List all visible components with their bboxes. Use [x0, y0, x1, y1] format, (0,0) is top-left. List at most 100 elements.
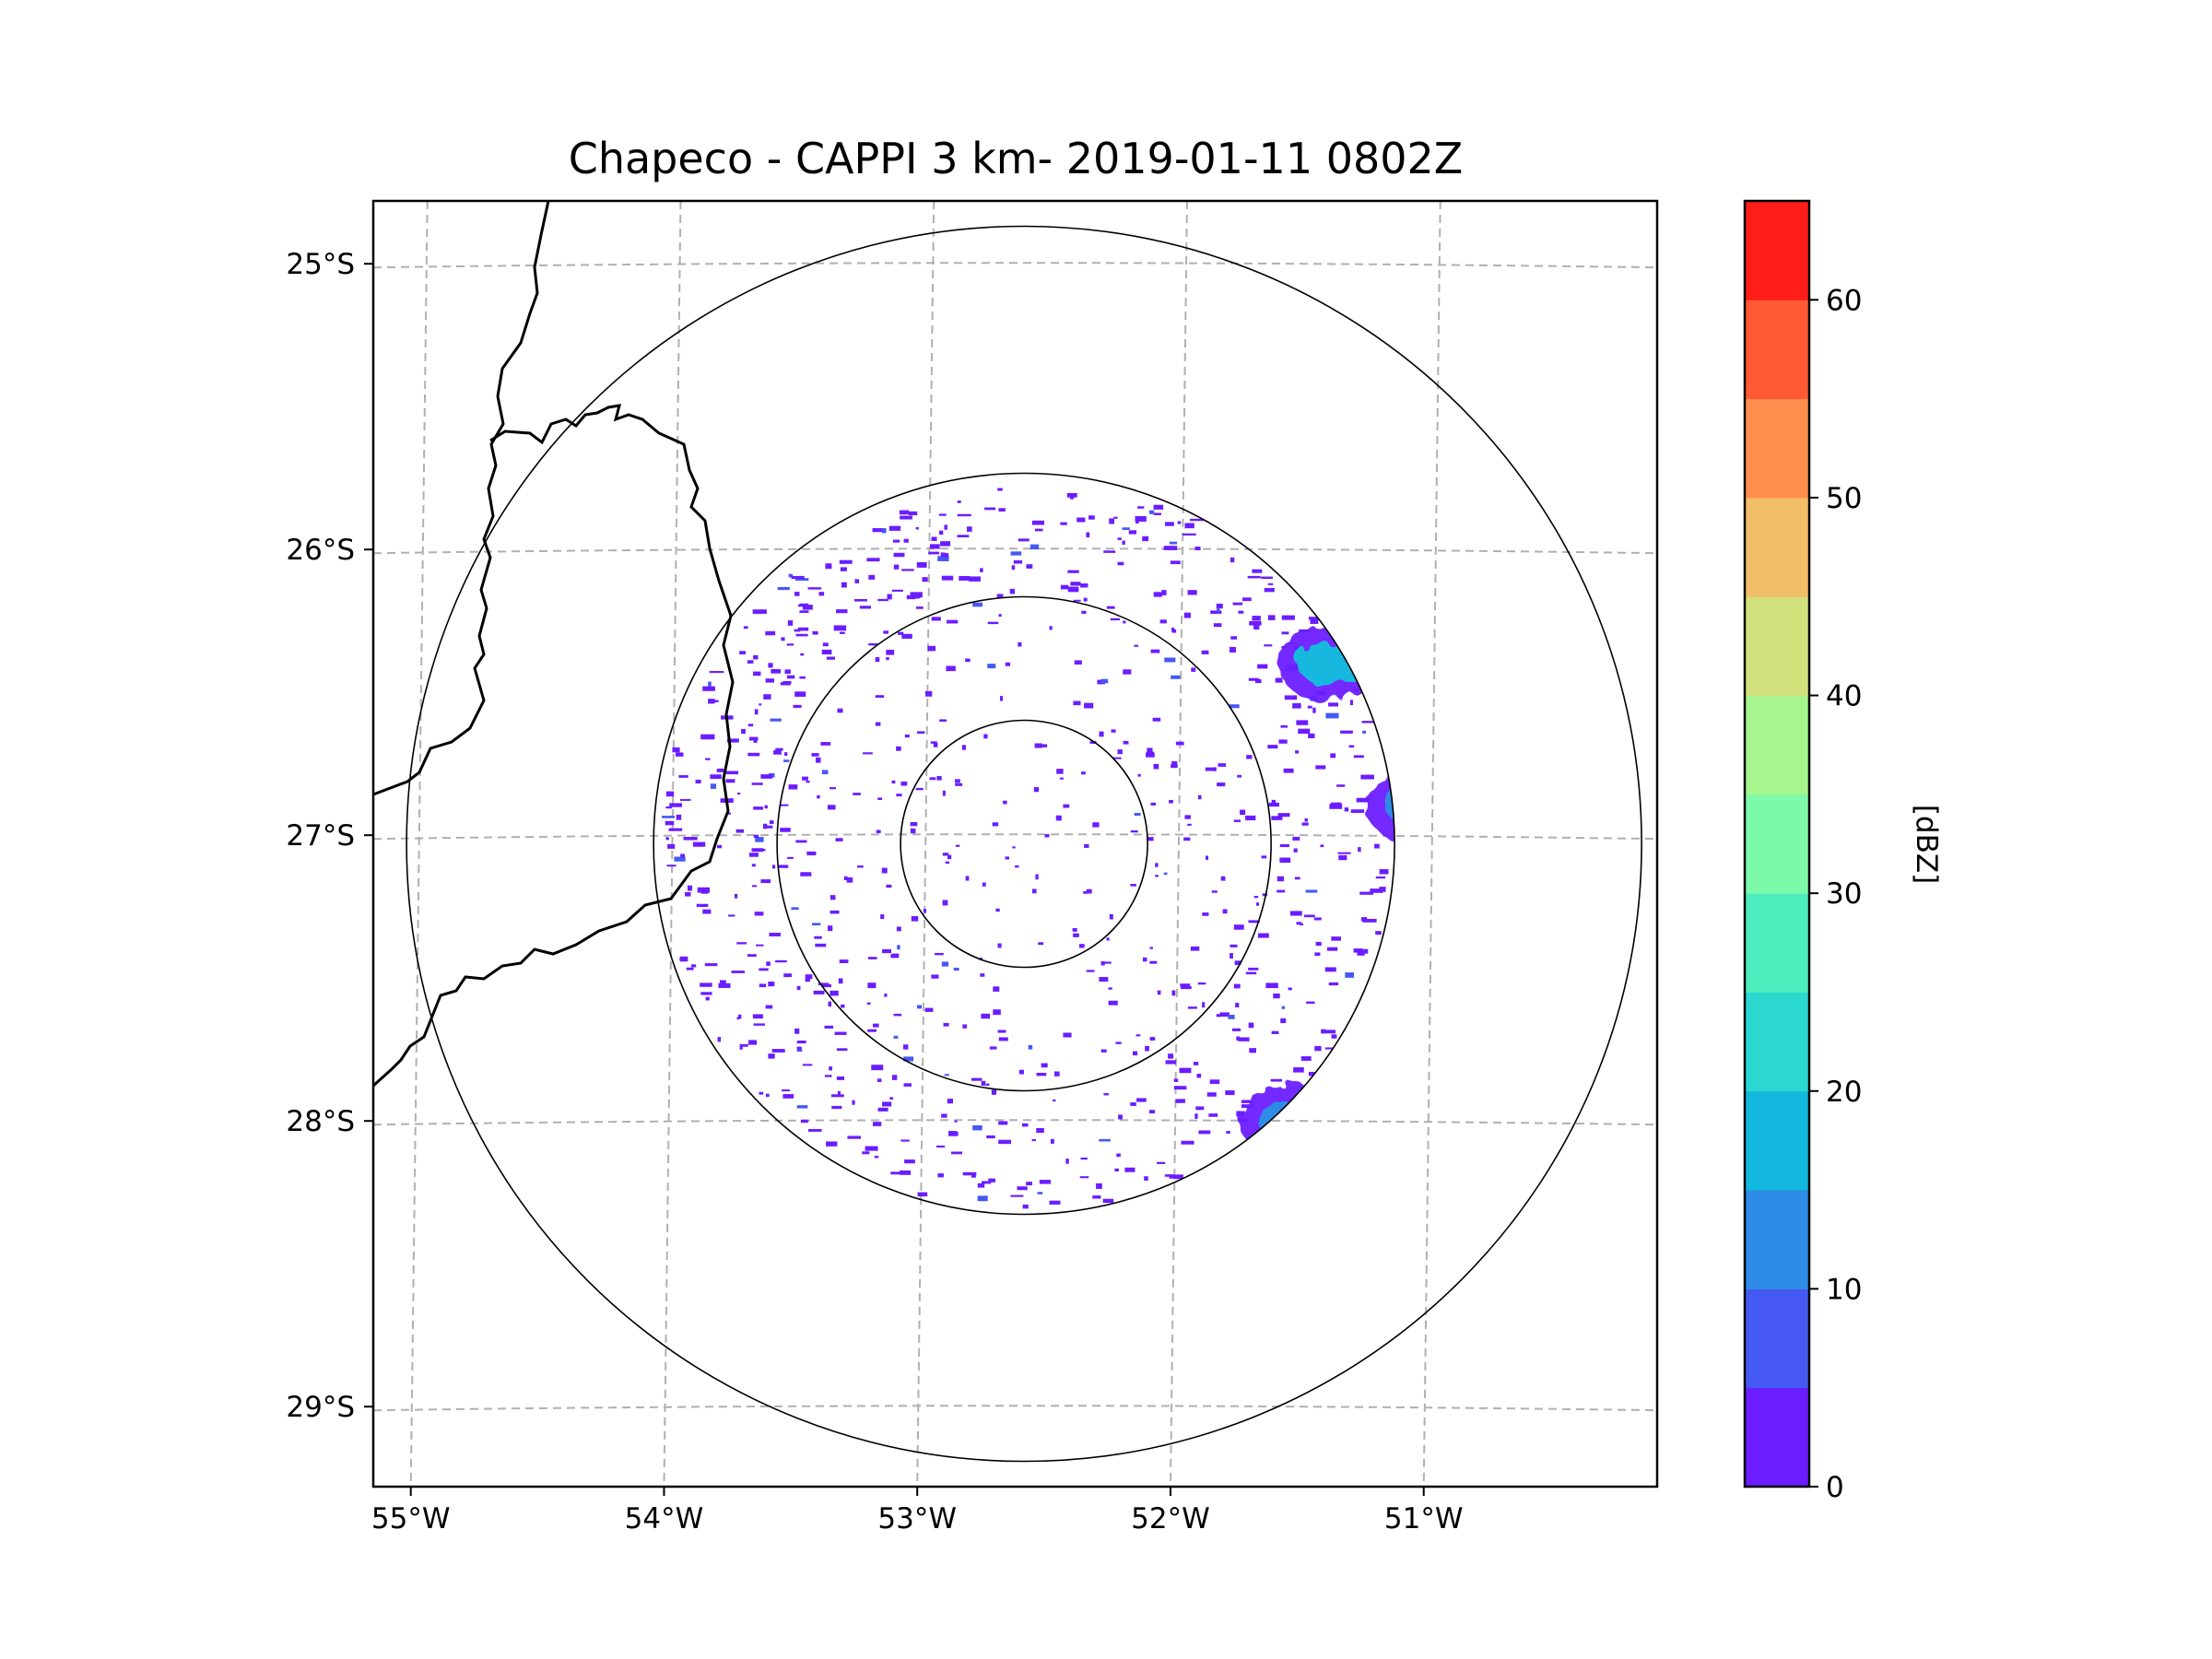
echo-speck: [1337, 852, 1351, 854]
echo-speck: [1110, 618, 1121, 621]
echo-speck: [764, 825, 773, 829]
echo-speck: [1315, 941, 1322, 947]
echo-speck: [700, 982, 712, 987]
echo-speck: [1026, 564, 1033, 569]
echo-speck: [782, 680, 792, 684]
echo-speck: [1088, 515, 1095, 520]
echo-speck: [1208, 1113, 1218, 1117]
echo-speck: [917, 1192, 928, 1197]
echo-speck: [824, 1075, 832, 1077]
echo-speck: [769, 933, 781, 936]
echo-speck: [1235, 1003, 1240, 1008]
parallel-line: [373, 833, 1657, 841]
echo-speck: [916, 561, 927, 568]
echo-speck: [753, 654, 759, 660]
echo-speck: [882, 1101, 892, 1107]
echo-speck: [1242, 597, 1252, 602]
echo-speck: [683, 836, 698, 841]
meridian-line: [1422, 201, 1441, 1487]
y-tick-label: 29°S: [286, 1391, 355, 1424]
echo-speck: [796, 1046, 802, 1052]
echo-speck: [868, 642, 878, 646]
echo-speck: [866, 558, 880, 562]
echo-speck: [1336, 784, 1346, 787]
echo-speck: [1117, 561, 1124, 566]
echo-speck: [795, 578, 809, 581]
echo-speck: [1198, 1130, 1211, 1135]
echo-speck: [755, 849, 766, 852]
echo-speck: [794, 629, 801, 632]
echo-speck: [766, 961, 771, 966]
echo-speck: [1099, 1138, 1111, 1142]
echo-speck: [788, 573, 794, 578]
echo-speck: [675, 752, 684, 757]
echo-speck: [1155, 875, 1159, 877]
echo-speck: [1132, 1051, 1138, 1056]
echo-speck: [794, 691, 806, 697]
echo-speck: [1289, 911, 1302, 916]
echo-speck: [944, 524, 947, 530]
echo-speck: [838, 978, 843, 984]
echo-speck: [936, 1145, 946, 1148]
echo-speck: [1103, 1093, 1109, 1096]
echo-speck: [1219, 1012, 1230, 1018]
echo-speck: [1375, 931, 1382, 935]
echo-speck: [771, 1049, 785, 1053]
echo-speck: [1308, 617, 1324, 620]
y-tick-label: 26°S: [286, 534, 355, 567]
echo-speck: [811, 923, 821, 926]
echo-speck: [992, 822, 999, 827]
echo-speck: [1031, 888, 1037, 894]
echo-speck: [1106, 606, 1115, 609]
echo-speck: [1171, 990, 1176, 996]
echo-speck: [697, 887, 711, 893]
colorbar-band: [1745, 893, 1809, 993]
echo-speck: [1331, 936, 1342, 941]
echo-speck: [1218, 763, 1227, 767]
echo-speck: [802, 605, 813, 610]
echo-speck: [936, 775, 942, 781]
echo-speck: [893, 1035, 899, 1039]
echo-speck: [916, 1005, 923, 1009]
echo-speck: [1169, 799, 1173, 804]
echo-speck: [1070, 582, 1081, 586]
echo-speck: [931, 617, 941, 621]
echo-speck: [1292, 702, 1301, 709]
echo-speck: [1300, 1056, 1312, 1061]
y-axis-ticks: 25°S 26°S 27°S 28°S 29°S: [286, 248, 373, 1424]
echo-speck: [900, 1170, 912, 1175]
echo-speck: [1157, 990, 1161, 995]
echo-speck: [1275, 677, 1283, 683]
echo-speck: [916, 606, 924, 609]
echo-speck: [765, 1093, 770, 1098]
echo-speck: [1059, 777, 1064, 780]
echo-speck: [747, 1040, 758, 1045]
echo-speck: [1040, 744, 1048, 747]
echo-speck: [1216, 604, 1223, 609]
echo-speck: [1163, 872, 1168, 876]
echo-speck: [831, 1105, 842, 1110]
echo-speck: [881, 528, 887, 534]
echo-speck: [972, 602, 982, 607]
y-tick-label: 27°S: [286, 819, 355, 853]
echo-speck: [1360, 774, 1374, 780]
echo-speck: [1147, 747, 1153, 753]
echo-speck: [1230, 636, 1238, 640]
echo-speck: [961, 745, 966, 750]
echo-speck: [760, 879, 771, 884]
echo-speck: [755, 837, 764, 842]
echo-speck: [1288, 987, 1292, 991]
echo-speck: [1299, 629, 1312, 632]
echo-speck: [836, 609, 848, 614]
echo-speck: [1084, 843, 1089, 848]
colorbar-tick-label: 10: [1826, 1273, 1862, 1306]
echo-speck: [1375, 876, 1386, 879]
echo-speck: [1240, 809, 1246, 816]
echo-speck: [702, 686, 715, 691]
echo-speck: [665, 837, 669, 841]
echo-speck: [901, 569, 914, 571]
echo-speck: [1307, 705, 1312, 709]
echo-speck: [896, 746, 901, 751]
echo-speck: [1011, 565, 1016, 571]
echo-speck: [1295, 750, 1300, 754]
